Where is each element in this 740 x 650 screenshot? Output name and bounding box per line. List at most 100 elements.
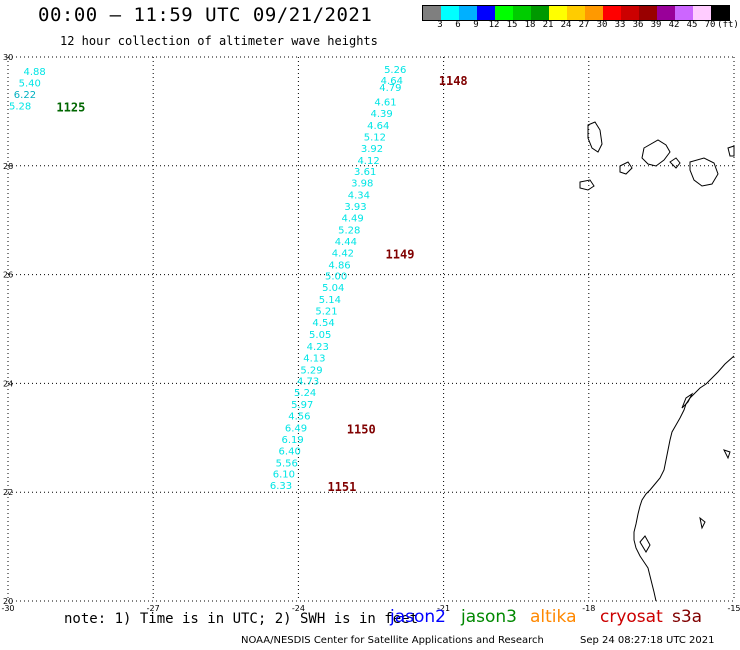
swh-value: 6.22 (14, 90, 36, 101)
swh-value: 3.92 (361, 144, 383, 155)
swh-value: 5.40 (19, 79, 41, 90)
swh-value: 5.05 (309, 330, 331, 341)
island-outline (619, 161, 633, 175)
swh-value: 6.33 (270, 481, 292, 492)
time-label: 1150 (347, 423, 376, 437)
legend-swatch (513, 6, 531, 20)
swh-value: 4.56 (288, 411, 310, 422)
swh-value: 5.26 (384, 65, 406, 76)
legend-swatch (693, 6, 711, 20)
legend-label: 39 (650, 20, 662, 30)
legend-swatch (477, 6, 495, 20)
swh-value: 5.24 (294, 388, 316, 399)
swh-value: 4.86 (328, 260, 350, 271)
legend-swatch (675, 6, 693, 20)
legend-swatch (603, 6, 621, 20)
legend-label: 33 (614, 20, 626, 30)
swh-value: 5.28 (338, 225, 360, 236)
swh-value: 5.21 (315, 307, 337, 318)
swh-value: 6.10 (273, 470, 295, 481)
swh-value: 4.79 (379, 83, 401, 94)
swh-value: 4.61 (374, 98, 396, 109)
footer-note: note: 1) Time is in UTC; 2) SWH is in fe… (64, 611, 419, 627)
island-outline (669, 157, 681, 169)
lon-tick-label: -21 (437, 604, 450, 613)
legend-label: 9 (473, 20, 479, 30)
legend-swatch (423, 6, 441, 20)
lon-tick-label: -24 (292, 604, 305, 613)
legend-swatch (657, 6, 675, 20)
legend-label: 70 (704, 20, 716, 30)
time-label: 1148 (439, 74, 468, 88)
swh-value: 3.98 (351, 179, 373, 190)
coast-feature (723, 449, 731, 460)
legend-label: 21 (542, 20, 554, 30)
lon-tick-label: -30 (1, 604, 14, 613)
legend-label: 36 (632, 20, 644, 30)
chart-subtitle: 12 hour collection of altimeter wave hei… (60, 34, 378, 48)
swh-value: 5.97 (291, 400, 313, 411)
swh-value: 5.28 (9, 101, 31, 112)
swh-value: 4.13 (303, 353, 325, 364)
legend-label: 3 (437, 20, 443, 30)
coast-feature (681, 392, 694, 409)
legend-label: 12 (488, 20, 500, 30)
swh-value: 4.64 (367, 121, 389, 132)
legend-label: 42 (668, 20, 680, 30)
swh-value: 3.93 (344, 202, 366, 213)
lat-tick-label: 24 (3, 379, 13, 388)
legend-swatch (639, 6, 657, 20)
swh-value: 3.61 (354, 167, 376, 178)
legend-swatch (567, 6, 585, 20)
legend-swatch (441, 6, 459, 20)
island-outline (587, 121, 603, 153)
lat-tick-label: 22 (3, 488, 13, 497)
lat-tick-label: 26 (3, 271, 13, 280)
chart-title: 00:00 – 11:59 UTC 09/21/2021 (38, 4, 373, 26)
legend-swatch (495, 6, 513, 20)
legend-label: 6 (455, 20, 461, 30)
lat-tick-label: 30 (3, 53, 13, 62)
island-outline (689, 157, 719, 187)
legend-label: 24 (560, 20, 572, 30)
color-scale-labels: 3 6 9 12 15 18 21 24 27 30 33 36 39 42 45 70 (ft) (422, 20, 739, 32)
swh-value: 4.64 (381, 76, 403, 87)
time-label: 1151 (327, 480, 356, 494)
legend-label: (ft) (717, 20, 739, 30)
coast-feature (699, 516, 706, 530)
swh-value: 4.73 (297, 377, 319, 388)
legend-swatch (585, 6, 603, 20)
legend-swatch (711, 6, 729, 20)
legend-swatch (459, 6, 477, 20)
swh-value: 4.42 (332, 248, 354, 259)
time-label: 1149 (386, 247, 415, 261)
swh-value: 5.12 (364, 132, 386, 143)
satellite-jason3: jason3 (461, 607, 517, 627)
swh-value: 5.14 (319, 295, 341, 306)
legend-swatch (531, 6, 549, 20)
lon-tick-label: -15 (727, 604, 740, 613)
source-credit: NOAA/NESDIS Center for Satellite Applica… (241, 635, 544, 646)
legend-label: 15 (506, 20, 518, 30)
swh-value: 5.29 (300, 365, 322, 376)
legend-label: 18 (524, 20, 536, 30)
lat-tick-label: 28 (3, 162, 13, 171)
swh-value: 4.44 (335, 237, 357, 248)
satellite-altika: altika (530, 607, 577, 627)
lon-tick-label: -27 (147, 604, 160, 613)
island-outline (641, 139, 671, 167)
swh-value: 4.23 (307, 342, 329, 353)
swh-value: 5.04 (322, 283, 344, 294)
satellite-s3a: s3a (672, 607, 703, 627)
swh-value: 4.54 (312, 318, 334, 329)
swh-value: 6.40 (279, 446, 301, 457)
legend-label: 45 (686, 20, 698, 30)
generated-timestamp: Sep 24 08:27:18 UTC 2021 (580, 635, 715, 646)
swh-value: 4.34 (348, 191, 370, 202)
island-outline (579, 179, 595, 191)
time-label: 1125 (56, 101, 85, 115)
coast-feature (639, 535, 651, 553)
lat-tick-label: 20 (3, 597, 13, 606)
swh-value: 5.00 (325, 272, 347, 283)
